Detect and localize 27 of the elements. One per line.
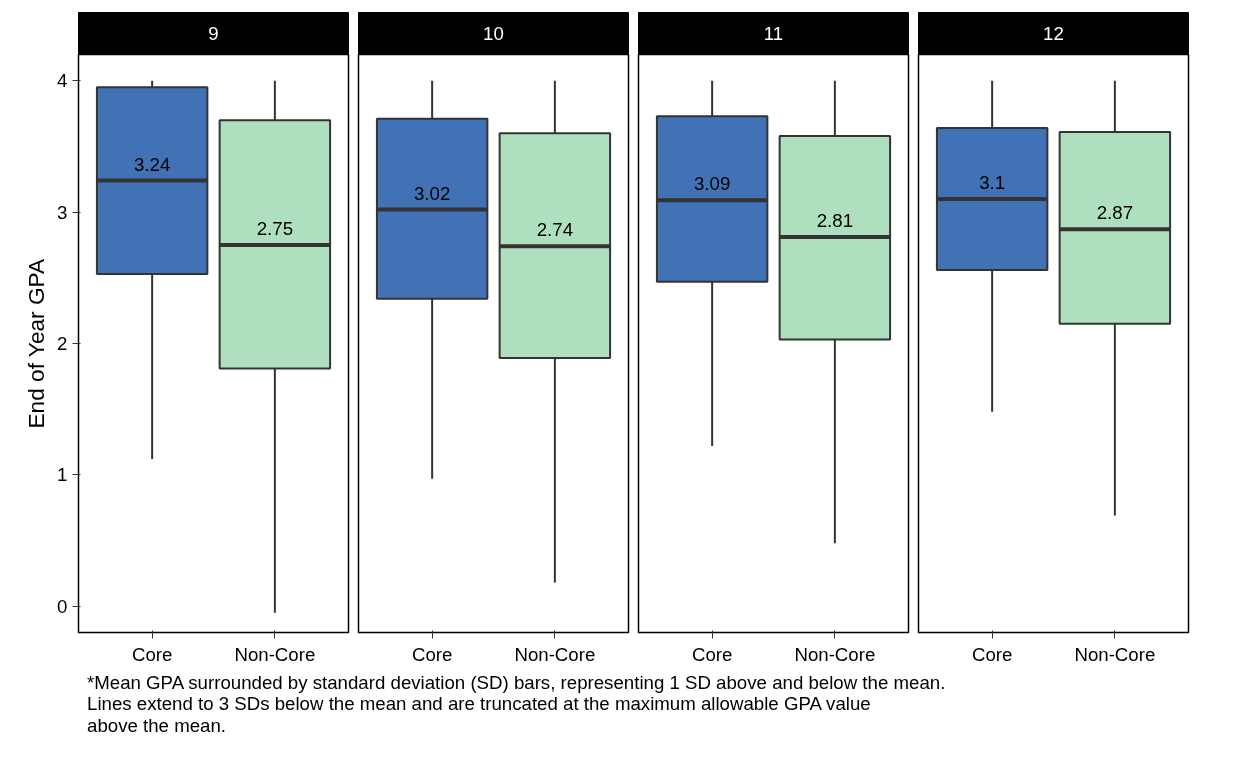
annotation: 3.24 [133, 153, 171, 175]
y-tick-label: 2 [57, 333, 68, 354]
x-tick-label: Core [971, 643, 1013, 665]
y-tick-label: 0 [57, 595, 68, 617]
annotation: 2.81 [816, 210, 854, 232]
annotation: 2.74 [536, 219, 574, 241]
annotation: 2.75 [256, 217, 294, 239]
annotation: 3.1 [979, 172, 1006, 193]
x-tick-label: Non-Core [794, 643, 876, 665]
x-tick-label: Core [131, 643, 173, 665]
chart-title: 9 [208, 23, 219, 44]
text: *Mean GPA surrounded by standard deviation (SD) bars, representing 1 SD above and below the mean. Lines extend to 3 SDs below the mean and are truncated at the maximum allowable GPA value above the mean. [87, 672, 946, 737]
x-tick-label: Non-Core [514, 643, 596, 665]
annotation: 3.02 [413, 182, 451, 204]
chart-title: 10 [483, 23, 504, 44]
chart-title: 12 [1043, 23, 1064, 44]
annotation: 2.87 [1096, 202, 1134, 224]
x-tick-label: Non-Core [1074, 643, 1156, 665]
annotation: 3.09 [693, 173, 731, 195]
x-tick-label: Core [411, 643, 453, 665]
x-tick-label: Core [691, 643, 733, 665]
y-tick-label: 4 [57, 70, 68, 92]
x-tick-label: Non-Core [234, 643, 316, 665]
chart-title: 11 [763, 23, 784, 44]
y-tick-label: 3 [57, 201, 68, 223]
y-tick-label: 1 [57, 464, 68, 486]
y-axis-title: End of Year GPA [23, 258, 50, 429]
